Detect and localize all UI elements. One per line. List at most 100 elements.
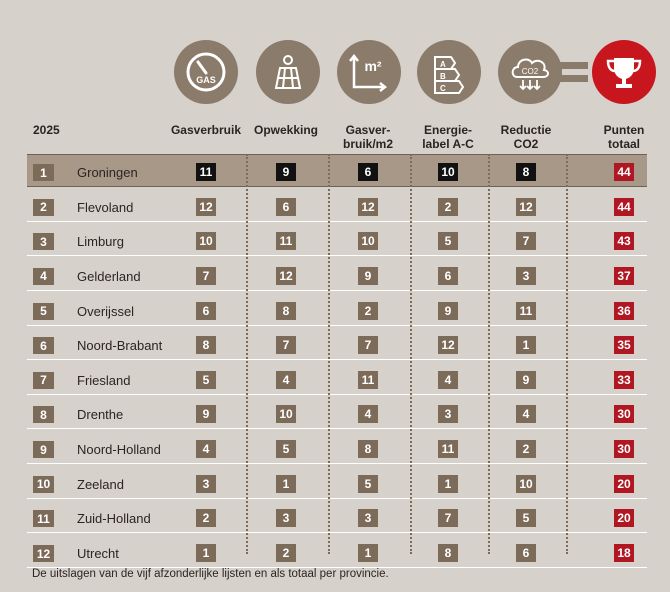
province-name: Zeeland: [77, 476, 124, 492]
score-cell: 2: [276, 544, 296, 563]
rank-badge: 4: [33, 267, 54, 285]
ranking-table: 1 Groningen 11 9 6 10 8 44 2 Flevoland 12 6 12 2 12 44 3…: [27, 154, 647, 571]
score-cell: 9: [276, 163, 296, 181]
province-name: Friesland: [77, 372, 131, 388]
table-row: 1 Groningen 11 9 6 10 8 44: [27, 154, 647, 187]
total-points-cell: 30: [614, 440, 634, 459]
table-row: 3 Limburg 10 11 10 5 7 43: [27, 224, 647, 257]
rank-badge: 3: [33, 233, 54, 251]
score-cell: 5: [276, 440, 296, 459]
province-name: Gelderland: [77, 268, 141, 284]
score-cell: 7: [196, 266, 216, 285]
score-cell: 10: [438, 163, 458, 181]
header-punten-totaal-line2: totaal: [607, 137, 641, 151]
svg-text:m²: m²: [364, 58, 381, 74]
table-row: 10 Zeeland 3 1 5 1 10 20: [27, 467, 647, 499]
score-cell: 7: [358, 336, 378, 355]
header-gasverbruik-m2: Gasver-bruik/m2: [343, 123, 393, 151]
province-name: Utrecht: [77, 546, 119, 562]
table-row: 7 Friesland 5 4 11 4 9 33: [27, 363, 647, 395]
province-name: Limburg: [77, 234, 124, 250]
column-divider: [328, 154, 330, 554]
score-cell: 4: [438, 370, 458, 389]
score-cell: 8: [358, 440, 378, 459]
score-cell: 11: [196, 163, 216, 181]
total-points-cell: 30: [614, 405, 634, 424]
svg-text:A: A: [440, 60, 446, 69]
score-cell: 2: [438, 197, 458, 216]
trophy-icon: [592, 40, 656, 104]
score-cell: 11: [438, 440, 458, 459]
score-cell: 7: [516, 232, 536, 251]
score-cell: 10: [358, 232, 378, 251]
score-cell: 3: [516, 266, 536, 285]
rank-badge: 5: [33, 302, 54, 320]
header-gasverbruik-line1: Gasverbruik: [170, 123, 242, 137]
gas-per-m2-icon: m²: [337, 40, 401, 104]
year-label: 2025: [33, 123, 60, 137]
score-cell: 6: [516, 544, 536, 563]
score-cell: 4: [196, 440, 216, 459]
score-cell: 10: [516, 474, 536, 493]
score-cell: 1: [516, 336, 536, 355]
rank-badge: 6: [33, 337, 54, 355]
rank-badge: 7: [33, 371, 54, 389]
score-cell: 9: [438, 301, 458, 320]
score-cell: 7: [276, 336, 296, 355]
gas-meter-icon: GAS: [174, 40, 238, 104]
score-cell: 11: [276, 232, 296, 251]
score-cell: 8: [438, 544, 458, 563]
province-name: Drenthe: [77, 407, 124, 423]
score-cell: 1: [358, 544, 378, 563]
table-row: 4 Gelderland 7 12 9 6 3 37: [27, 259, 647, 291]
province-name: Noord-Brabant: [77, 338, 163, 354]
svg-text:CO2: CO2: [522, 67, 539, 76]
score-cell: 5: [196, 370, 216, 389]
rank-badge: 11: [33, 510, 54, 528]
score-cell: 12: [196, 197, 216, 216]
total-points-cell: 43: [614, 232, 634, 251]
header-reductie-co2-line1: Reductie: [500, 123, 552, 137]
svg-text:GAS: GAS: [196, 75, 216, 85]
column-divider: [488, 154, 490, 554]
score-cell: 12: [438, 336, 458, 355]
score-cell: 5: [358, 474, 378, 493]
score-cell: 8: [516, 163, 536, 181]
total-points-cell: 44: [614, 163, 634, 181]
score-cell: 3: [276, 509, 296, 528]
table-row: 9 Noord-Holland 4 5 8 11 2 30: [27, 432, 647, 465]
total-points-cell: 44: [614, 197, 634, 216]
header-punten-totaal-line1: Punten: [603, 123, 645, 137]
table-row: 12 Utrecht 1 2 1 8 6 18: [27, 536, 647, 569]
score-cell: 6: [196, 301, 216, 320]
rank-badge: 10: [33, 475, 54, 493]
column-divider: [566, 154, 568, 554]
score-cell: 12: [358, 197, 378, 216]
score-cell: 2: [358, 301, 378, 320]
score-cell: 9: [196, 405, 216, 424]
header-gasverbruik-m2-line1: Gasver-: [345, 123, 391, 137]
rank-badge: 12: [33, 545, 54, 563]
header-reductie-co2: Reductie CO2: [501, 123, 552, 151]
score-cell: 6: [438, 266, 458, 285]
rank-badge: 1: [33, 164, 54, 181]
score-cell: 7: [438, 509, 458, 528]
table-row: 2 Flevoland 12 6 12 2 12 44: [27, 190, 647, 222]
score-cell: 11: [358, 370, 378, 389]
header-opwekking: Opwekking: [254, 123, 318, 137]
co2-reduction-icon: CO2: [498, 40, 562, 104]
rank-badge: 2: [33, 198, 54, 216]
table-row: 11 Zuid-Holland 2 3 3 7 5 20: [27, 501, 647, 534]
svg-text:C: C: [440, 84, 446, 93]
score-cell: 1: [276, 474, 296, 493]
score-cell: 11: [516, 301, 536, 320]
total-points-cell: 37: [614, 266, 634, 285]
score-cell: 4: [358, 405, 378, 424]
table-row: 8 Drenthe 9 10 4 3 4 30: [27, 397, 647, 430]
score-cell: 4: [276, 370, 296, 389]
column-divider: [410, 154, 412, 554]
header-energielabel: Energie-label A-C: [422, 123, 474, 151]
score-cell: 1: [196, 544, 216, 563]
header-opwekking-line1: Opwekking: [253, 123, 319, 137]
score-cell: 6: [358, 163, 378, 181]
